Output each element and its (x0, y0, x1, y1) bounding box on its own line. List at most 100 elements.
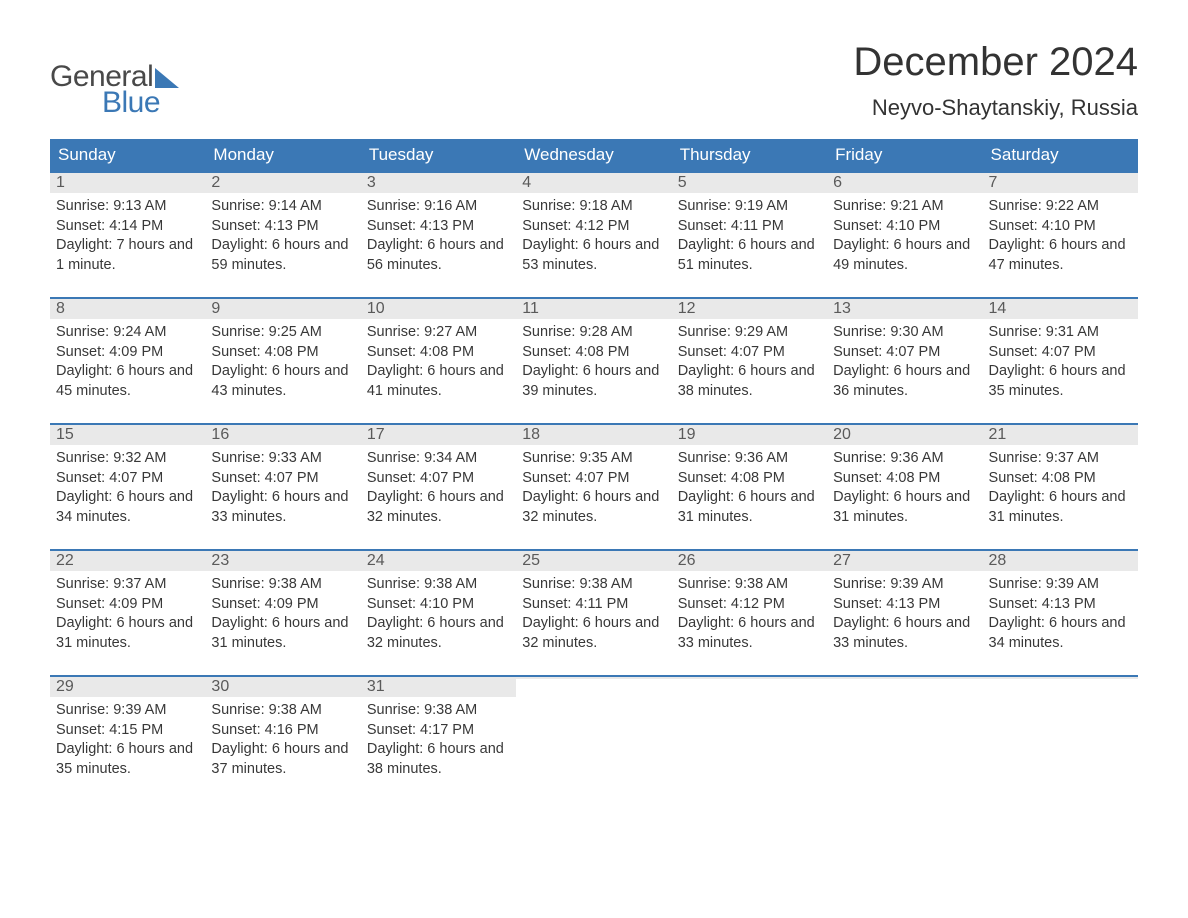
day-body: Sunrise: 9:24 AMSunset: 4:09 PMDaylight:… (50, 319, 205, 409)
day-body: Sunrise: 9:30 AMSunset: 4:07 PMDaylight:… (827, 319, 982, 409)
day-number: 31 (367, 678, 385, 695)
day-number: 21 (989, 426, 1007, 443)
day-number-row: 7 (983, 173, 1138, 193)
day-body: Sunrise: 9:39 AMSunset: 4:15 PMDaylight:… (50, 697, 205, 787)
day-number-row: 4 (516, 173, 671, 193)
day-cell: 26Sunrise: 9:38 AMSunset: 4:12 PMDayligh… (672, 551, 827, 673)
day-number-row: 27 (827, 551, 982, 571)
day-body: Sunrise: 9:38 AMSunset: 4:17 PMDaylight:… (361, 697, 516, 787)
daylight-text: Daylight: 6 hours and 41 minutes. (367, 362, 510, 401)
sunset-text: Sunset: 4:14 PM (56, 217, 199, 237)
day-number-row: 8 (50, 299, 205, 319)
daylight-text: Daylight: 6 hours and 33 minutes. (833, 614, 976, 653)
daylight-text: Daylight: 6 hours and 31 minutes. (56, 614, 199, 653)
day-number: 2 (211, 174, 220, 191)
sunrise-text: Sunrise: 9:38 AM (211, 701, 354, 721)
day-number-row: 26 (672, 551, 827, 571)
day-cell: 31 Sunrise: 9:38 AMSunset: 4:17 PMDayligh… (361, 677, 516, 799)
daylight-text: Daylight: 6 hours and 53 minutes. (522, 236, 665, 275)
day-body: Sunrise: 9:19 AMSunset: 4:11 PMDaylight:… (672, 193, 827, 283)
week-row: 22Sunrise: 9:37 AMSunset: 4:09 PMDayligh… (50, 549, 1138, 673)
sunrise-text: Sunrise: 9:36 AM (678, 449, 821, 469)
day-cell: 24Sunrise: 9:38 AMSunset: 4:10 PMDayligh… (361, 551, 516, 673)
day-body: Sunrise: 9:36 AMSunset: 4:08 PMDaylight:… (672, 445, 827, 535)
daylight-text: Daylight: 6 hours and 33 minutes. (211, 488, 354, 527)
sunrise-text: Sunrise: 9:39 AM (989, 575, 1132, 595)
daylight-text: Daylight: 6 hours and 56 minutes. (367, 236, 510, 275)
day-cell: 20Sunrise: 9:36 AMSunset: 4:08 PMDayligh… (827, 425, 982, 547)
sunset-text: Sunset: 4:08 PM (989, 469, 1132, 489)
daylight-text: Daylight: 6 hours and 31 minutes. (211, 614, 354, 653)
day-cell: 13Sunrise: 9:30 AMSunset: 4:07 PMDayligh… (827, 299, 982, 421)
sunrise-text: Sunrise: 9:38 AM (367, 701, 510, 721)
day-cell: 19Sunrise: 9:36 AMSunset: 4:08 PMDayligh… (672, 425, 827, 547)
sunset-text: Sunset: 4:15 PM (56, 721, 199, 741)
sunrise-text: Sunrise: 9:35 AM (522, 449, 665, 469)
daylight-text: Daylight: 6 hours and 43 minutes. (211, 362, 354, 401)
day-number-row (983, 677, 1138, 679)
daylight-text: Daylight: 6 hours and 34 minutes. (989, 614, 1132, 653)
day-body: Sunrise: 9:39 AMSunset: 4:13 PMDaylight:… (827, 571, 982, 661)
sunset-text: Sunset: 4:11 PM (678, 217, 821, 237)
day-cell: 11Sunrise: 9:28 AMSunset: 4:08 PMDayligh… (516, 299, 671, 421)
day-number: 28 (989, 552, 1007, 569)
day-number: 8 (56, 300, 65, 317)
daylight-text: Daylight: 6 hours and 36 minutes. (833, 362, 976, 401)
weekday-header: Tuesday (361, 139, 516, 171)
day-number-row (516, 677, 671, 679)
day-number-row: 21 (983, 425, 1138, 445)
day-number-row: 25 (516, 551, 671, 571)
day-cell: 23Sunrise: 9:38 AMSunset: 4:09 PMDayligh… (205, 551, 360, 673)
day-cell (983, 677, 1138, 799)
weekday-header: Monday (205, 139, 360, 171)
weekday-header: Sunday (50, 139, 205, 171)
sunset-text: Sunset: 4:10 PM (833, 217, 976, 237)
day-cell: 15Sunrise: 9:32 AMSunset: 4:07 PMDayligh… (50, 425, 205, 547)
day-number-row: 20 (827, 425, 982, 445)
day-cell: 6Sunrise: 9:21 AMSunset: 4:10 PMDaylight… (827, 173, 982, 295)
day-body: Sunrise: 9:38 AMSunset: 4:11 PMDaylight:… (516, 571, 671, 661)
day-number: 18 (522, 426, 540, 443)
daylight-text: Daylight: 6 hours and 35 minutes. (56, 740, 199, 779)
day-cell: 16Sunrise: 9:33 AMSunset: 4:07 PMDayligh… (205, 425, 360, 547)
sunrise-text: Sunrise: 9:38 AM (522, 575, 665, 595)
day-cell (516, 677, 671, 799)
day-number-row: 28 (983, 551, 1138, 571)
day-number: 11 (522, 300, 539, 317)
day-number: 7 (989, 174, 998, 191)
sunrise-text: Sunrise: 9:21 AM (833, 197, 976, 217)
day-number-row: 11 (516, 299, 671, 319)
day-cell: 18Sunrise: 9:35 AMSunset: 4:07 PMDayligh… (516, 425, 671, 547)
sunrise-text: Sunrise: 9:36 AM (833, 449, 976, 469)
week-row: 1Sunrise: 9:13 AMSunset: 4:14 PMDaylight… (50, 171, 1138, 295)
daylight-text: Daylight: 6 hours and 32 minutes. (522, 614, 665, 653)
day-number-row: 9 (205, 299, 360, 319)
day-number-row: 3 (361, 173, 516, 193)
daylight-text: Daylight: 6 hours and 37 minutes. (211, 740, 354, 779)
sunset-text: Sunset: 4:12 PM (522, 217, 665, 237)
week-row: 15Sunrise: 9:32 AMSunset: 4:07 PMDayligh… (50, 423, 1138, 547)
day-cell: 27Sunrise: 9:39 AMSunset: 4:13 PMDayligh… (827, 551, 982, 673)
sunrise-text: Sunrise: 9:37 AM (989, 449, 1132, 469)
day-body: Sunrise: 9:22 AMSunset: 4:10 PMDaylight:… (983, 193, 1138, 283)
day-number-row: 31 (361, 677, 516, 697)
sunset-text: Sunset: 4:08 PM (678, 469, 821, 489)
day-number: 23 (211, 552, 229, 569)
day-number-row: 13 (827, 299, 982, 319)
title-block: December 2024 Neyvo-Shaytanskiy, Russia (853, 40, 1138, 121)
day-number-row: 19 (672, 425, 827, 445)
sunset-text: Sunset: 4:13 PM (211, 217, 354, 237)
day-cell (827, 677, 982, 799)
daylight-text: Daylight: 6 hours and 38 minutes. (678, 362, 821, 401)
day-body: Sunrise: 9:25 AMSunset: 4:08 PMDaylight:… (205, 319, 360, 409)
day-number: 10 (367, 300, 385, 317)
sunrise-text: Sunrise: 9:19 AM (678, 197, 821, 217)
day-number: 26 (678, 552, 696, 569)
daylight-text: Daylight: 6 hours and 32 minutes. (522, 488, 665, 527)
sunrise-text: Sunrise: 9:13 AM (56, 197, 199, 217)
weekday-header-row: SundayMondayTuesdayWednesdayThursdayFrid… (50, 139, 1138, 171)
day-cell: 17Sunrise: 9:34 AMSunset: 4:07 PMDayligh… (361, 425, 516, 547)
day-number-row: 2 (205, 173, 360, 193)
daylight-text: Daylight: 6 hours and 51 minutes. (678, 236, 821, 275)
daylight-text: Daylight: 6 hours and 31 minutes. (833, 488, 976, 527)
